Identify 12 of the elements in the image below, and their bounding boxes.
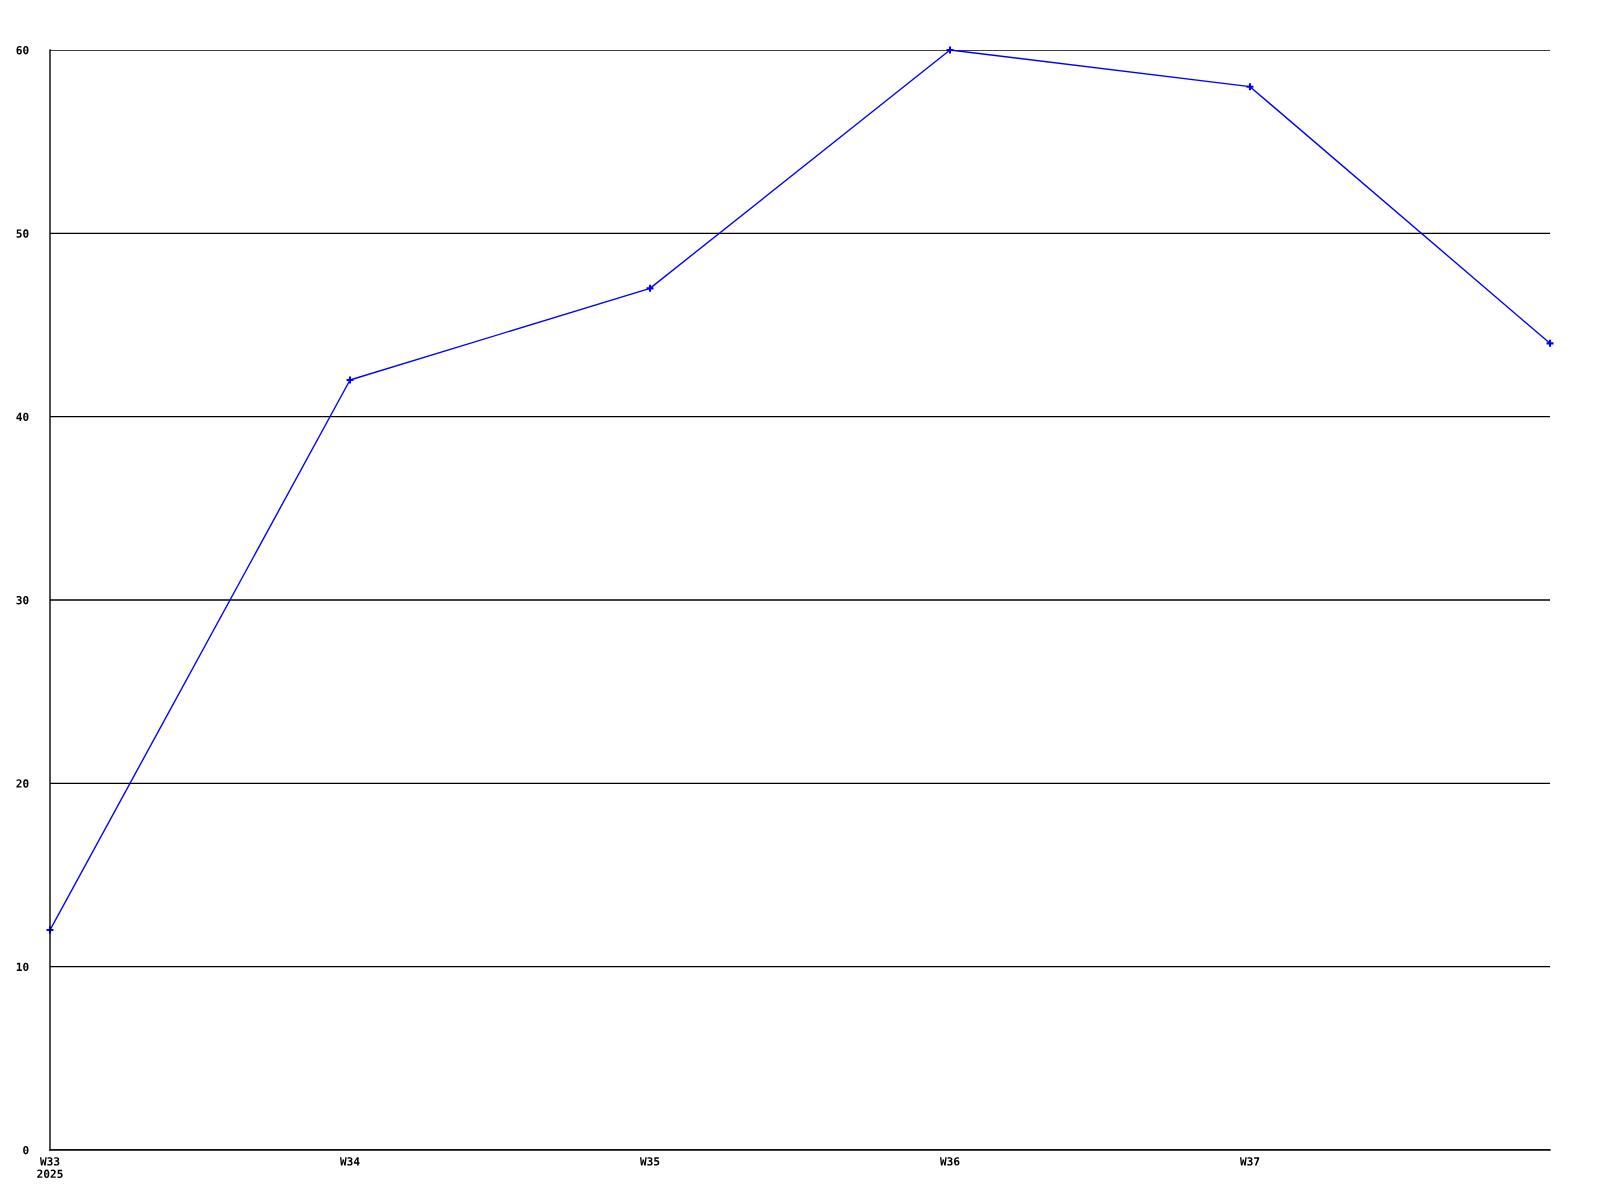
y-tick-label: 60 — [16, 45, 29, 55]
x-tick-label: W36 — [939, 1157, 960, 1166]
x-tick-label: W33 2025 — [37, 1157, 63, 1178]
y-tick-label: 40 — [16, 412, 29, 422]
x-tick-label: W37 — [1239, 1157, 1260, 1166]
y-tick-label: 10 — [16, 962, 29, 972]
y-tick-label: 0 — [23, 1145, 29, 1155]
y-tick-label: 50 — [16, 229, 29, 238]
y-tick-label: 20 — [16, 779, 29, 788]
x-tick-label: W35 — [639, 1157, 660, 1166]
y-tick-label: 30 — [16, 595, 29, 605]
x-tick-label: W34 — [339, 1157, 360, 1166]
